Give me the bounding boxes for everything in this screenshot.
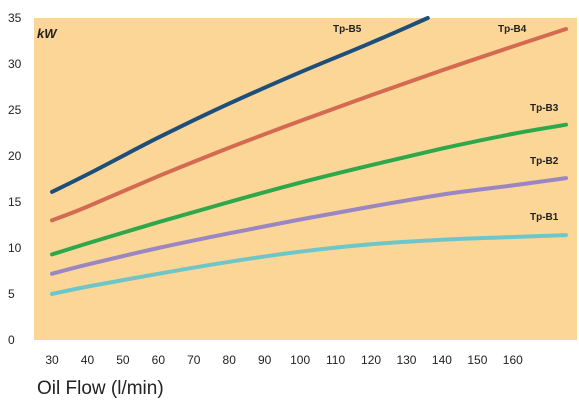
x-tick-label: 50 xyxy=(116,353,130,367)
y-tick-label: 30 xyxy=(8,57,22,71)
series-line-tp-b1 xyxy=(50,233,568,296)
series-line-tp-b5 xyxy=(50,16,430,194)
plot-background xyxy=(34,18,577,340)
x-tick-label: 70 xyxy=(187,353,201,367)
x-tick-label: 80 xyxy=(223,353,237,367)
series-label-tp-b5: Tp-B5 xyxy=(333,24,362,35)
series-line-tp-b4 xyxy=(50,27,568,223)
x-tick-label: 120 xyxy=(361,353,381,367)
x-tick-label: 40 xyxy=(81,353,95,367)
series-line-tp-b2 xyxy=(50,176,568,276)
series-label-tp-b4: Tp-B4 xyxy=(498,24,527,35)
x-tick-label: 100 xyxy=(290,353,310,367)
x-axis-ticks: 30 40 50 60 70 80 90 100 110 120 130 140 150 160 xyxy=(45,353,523,367)
y-tick-label: 25 xyxy=(8,103,22,117)
x-tick-label: 130 xyxy=(396,353,416,367)
series-label-tp-b2: Tp-B2 xyxy=(530,156,559,167)
y-axis-unit: kW xyxy=(37,26,58,41)
series-lines xyxy=(50,16,568,296)
series-labels: Tp-B1 Tp-B2 Tp-B3 Tp-B4 Tp-B5 xyxy=(333,24,559,223)
x-axis-label: Oil Flow (l/min) xyxy=(37,378,164,399)
y-tick-label: 5 xyxy=(8,287,15,301)
x-tick-label: 90 xyxy=(258,353,272,367)
y-tick-label: 20 xyxy=(8,149,22,163)
x-tick-label: 160 xyxy=(503,353,523,367)
y-tick-label: 15 xyxy=(8,195,22,209)
y-tick-label: 35 xyxy=(8,11,22,25)
x-tick-label: 110 xyxy=(326,353,345,367)
x-tick-label: 60 xyxy=(152,353,166,367)
y-tick-label: 10 xyxy=(8,241,22,255)
series-line-tp-b3 xyxy=(50,122,568,257)
series-label-tp-b3: Tp-B3 xyxy=(530,103,559,114)
y-axis-ticks: 0 5 10 15 20 25 30 35 xyxy=(8,11,22,347)
x-tick-label: 140 xyxy=(432,353,452,367)
y-tick-label: 0 xyxy=(8,333,15,347)
x-tick-label: 150 xyxy=(467,353,487,367)
series-label-tp-b1: Tp-B1 xyxy=(530,212,559,223)
x-tick-label: 30 xyxy=(45,353,59,367)
